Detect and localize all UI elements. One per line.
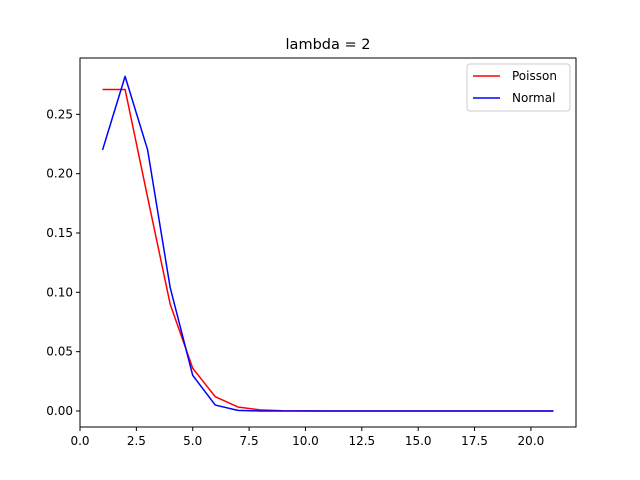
y-tick-label: 0.10 [46, 285, 73, 299]
x-tick-label: 2.5 [127, 434, 146, 448]
y-tick-label: 0.25 [46, 107, 73, 121]
legend-label-poisson: Poisson [512, 69, 557, 83]
x-tick-label: 15.0 [405, 434, 432, 448]
series-lines [101, 75, 554, 412]
x-tick-label: 17.5 [461, 434, 488, 448]
x-tick-label: 7.5 [240, 434, 259, 448]
x-tick-label: 12.5 [348, 434, 375, 448]
y-tick-label: 0.15 [46, 226, 73, 240]
x-tick-label: 5.0 [183, 434, 202, 448]
y-axis-ticks: 0.00 0.05 0.10 0.15 0.20 0.25 [46, 107, 80, 418]
plot-area-frame [79, 57, 577, 428]
x-axis-ticks: 0.0 2.5 5.0 7.5 10.0 12.5 15.0 17.5 20.0 [70, 427, 544, 448]
y-tick-label: 0.05 [46, 345, 73, 359]
legend-label-normal: Normal [512, 91, 555, 105]
x-tick-label: 10.0 [292, 434, 319, 448]
chart-title: lambda = 2 [286, 37, 371, 53]
y-tick-label: 0.20 [46, 167, 73, 181]
series-line-normal [101, 75, 554, 412]
legend: Poisson Normal [466, 63, 571, 112]
y-tick-label: 0.00 [46, 404, 73, 418]
x-tick-label: 20.0 [518, 434, 545, 448]
x-tick-label: 0.0 [70, 434, 89, 448]
